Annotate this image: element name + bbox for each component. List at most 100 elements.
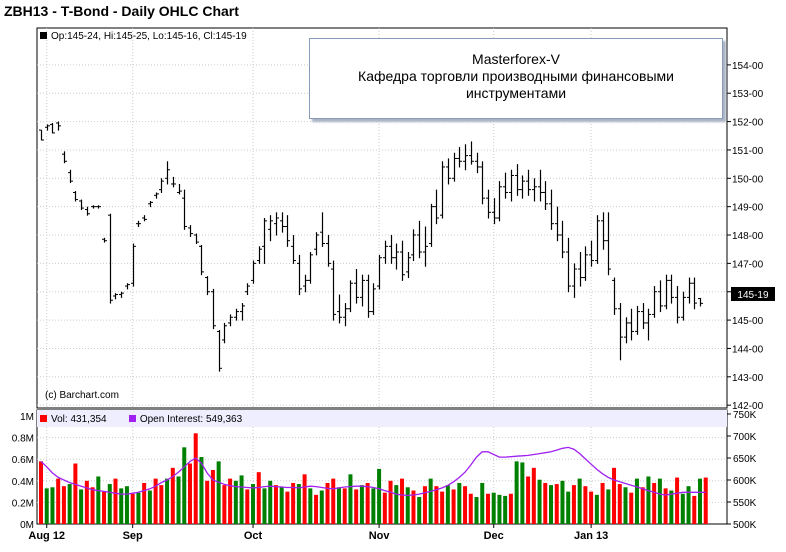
volume-bar bbox=[182, 447, 187, 524]
volume-bar bbox=[589, 491, 594, 524]
ohlc-bar bbox=[280, 212, 285, 233]
volume-bar bbox=[560, 480, 565, 524]
price-y-tick-label: 152-00 bbox=[732, 118, 764, 129]
volume-bar bbox=[485, 493, 490, 524]
volume-bar bbox=[170, 467, 175, 524]
chart-title: ZBH13 - T-Bond - Daily OHLC Chart bbox=[4, 3, 239, 19]
ohlc-bar bbox=[165, 161, 170, 185]
volume-bar bbox=[606, 489, 611, 524]
volume-y-axis: 0M 0.2M 0.4M 0.6M 0.8M 1M bbox=[12, 412, 34, 531]
ohlc-series bbox=[39, 121, 703, 372]
volume-bar bbox=[623, 487, 628, 524]
volume-bar bbox=[703, 477, 708, 524]
ohlc-bar bbox=[366, 274, 371, 318]
volume-bar bbox=[411, 490, 416, 524]
volume-bar bbox=[56, 478, 61, 524]
ohlc-bar bbox=[297, 254, 302, 296]
open-interest-legend-label: Open Interest: 549,363 bbox=[139, 414, 243, 425]
ohlc-bar bbox=[159, 178, 164, 193]
volume-bar bbox=[440, 491, 445, 524]
volume-bar bbox=[503, 495, 508, 524]
volume-bar bbox=[119, 488, 124, 524]
volume-bar bbox=[291, 482, 296, 524]
volume-bar bbox=[434, 486, 439, 524]
volume-bar bbox=[314, 494, 319, 524]
ohlc-bar bbox=[274, 212, 279, 236]
ohlc-bar bbox=[560, 220, 565, 259]
ohlc-bar bbox=[566, 237, 571, 293]
ohlc-bar bbox=[520, 175, 525, 199]
volume-bar bbox=[554, 484, 559, 524]
volume-bar bbox=[594, 494, 599, 524]
ohlc-bar bbox=[240, 303, 245, 321]
ohlc-bar bbox=[475, 152, 480, 174]
ohlc-bar bbox=[503, 172, 508, 199]
volume-bar bbox=[422, 486, 427, 524]
ohlc-bar bbox=[389, 235, 394, 264]
volume-bar bbox=[497, 494, 502, 524]
volume-bar bbox=[657, 478, 662, 524]
ohlc-bar bbox=[96, 205, 101, 209]
ohlc-bar bbox=[383, 240, 388, 264]
ohlc-bar bbox=[675, 286, 680, 324]
ohlc-bar bbox=[199, 244, 204, 276]
volume-bar bbox=[210, 470, 215, 524]
ohlc-bar bbox=[440, 161, 445, 219]
ohlc-bar bbox=[538, 169, 543, 202]
volume-y-tick-label: 0.4M bbox=[12, 477, 34, 488]
volume-bar bbox=[136, 492, 141, 524]
ohlc-bar bbox=[589, 240, 594, 267]
volume-bar bbox=[142, 482, 147, 524]
price-y-tick-label: 142-00 bbox=[732, 401, 764, 412]
x-tick-label: Jan 13 bbox=[574, 530, 608, 542]
volume-legend-swatch bbox=[40, 415, 47, 422]
volume-bar bbox=[549, 485, 554, 524]
ohlc-bar bbox=[79, 199, 84, 210]
volume-y-tick-label: 0M bbox=[20, 520, 34, 531]
ohlc-bar bbox=[578, 252, 583, 287]
volume-y-tick-label: 0.6M bbox=[12, 455, 34, 466]
volume-bar bbox=[371, 488, 376, 524]
ohlc-bar bbox=[131, 243, 136, 287]
volume-bar bbox=[629, 492, 634, 524]
ohlc-bar bbox=[102, 237, 107, 243]
ohlc-bar bbox=[400, 240, 405, 281]
ohlc-bar bbox=[583, 246, 588, 281]
ohlc-bar bbox=[228, 314, 233, 327]
volume-bar bbox=[79, 489, 84, 524]
volume-bar bbox=[319, 490, 324, 524]
ohlc-bar bbox=[526, 169, 531, 196]
volume-bar bbox=[686, 486, 691, 524]
volume-bar bbox=[153, 478, 158, 524]
ohlc-bar bbox=[394, 243, 399, 270]
ohlc-bar bbox=[194, 233, 199, 245]
volume-bar bbox=[165, 478, 170, 524]
open-interest-series bbox=[40, 446, 706, 497]
ohlc-bar bbox=[515, 164, 520, 196]
volume-bar bbox=[279, 487, 284, 524]
ohlc-bar bbox=[486, 189, 491, 219]
volume-bar bbox=[331, 478, 336, 524]
ohlc-bar bbox=[434, 189, 439, 225]
ohlc-bar bbox=[360, 274, 365, 307]
ohlc-bar bbox=[624, 317, 629, 344]
volume-series bbox=[39, 433, 708, 524]
volume-bar bbox=[675, 477, 680, 524]
ohlc-bar bbox=[113, 293, 118, 300]
ohlc-bar bbox=[348, 280, 353, 313]
last-price-marker: 145-19 bbox=[731, 287, 775, 301]
volume-panel bbox=[36, 409, 728, 525]
ohlc-bar bbox=[326, 235, 331, 267]
oi-y-tick-label: 500K bbox=[733, 520, 757, 531]
volume-bar bbox=[405, 487, 410, 524]
ohlc-bar bbox=[303, 274, 308, 293]
volume-bar bbox=[480, 482, 485, 524]
ohlc-bar bbox=[681, 291, 686, 321]
ohlc-bar bbox=[62, 151, 67, 164]
last-price-label: 145-19 bbox=[737, 290, 769, 301]
volume-bar bbox=[491, 492, 496, 524]
ohlc-bar bbox=[188, 225, 193, 237]
volume-bar bbox=[67, 484, 72, 524]
ohlc-bar bbox=[354, 269, 359, 304]
